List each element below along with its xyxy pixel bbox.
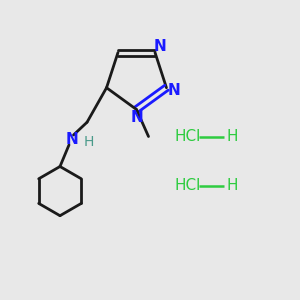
- Text: H: H: [226, 178, 238, 194]
- Text: H: H: [83, 135, 94, 149]
- Text: N: N: [66, 132, 78, 147]
- Text: N: N: [130, 110, 143, 125]
- Text: H: H: [226, 129, 238, 144]
- Text: N: N: [167, 82, 180, 98]
- Text: HCl: HCl: [174, 178, 200, 194]
- Text: N: N: [153, 39, 166, 54]
- Text: HCl: HCl: [174, 129, 200, 144]
